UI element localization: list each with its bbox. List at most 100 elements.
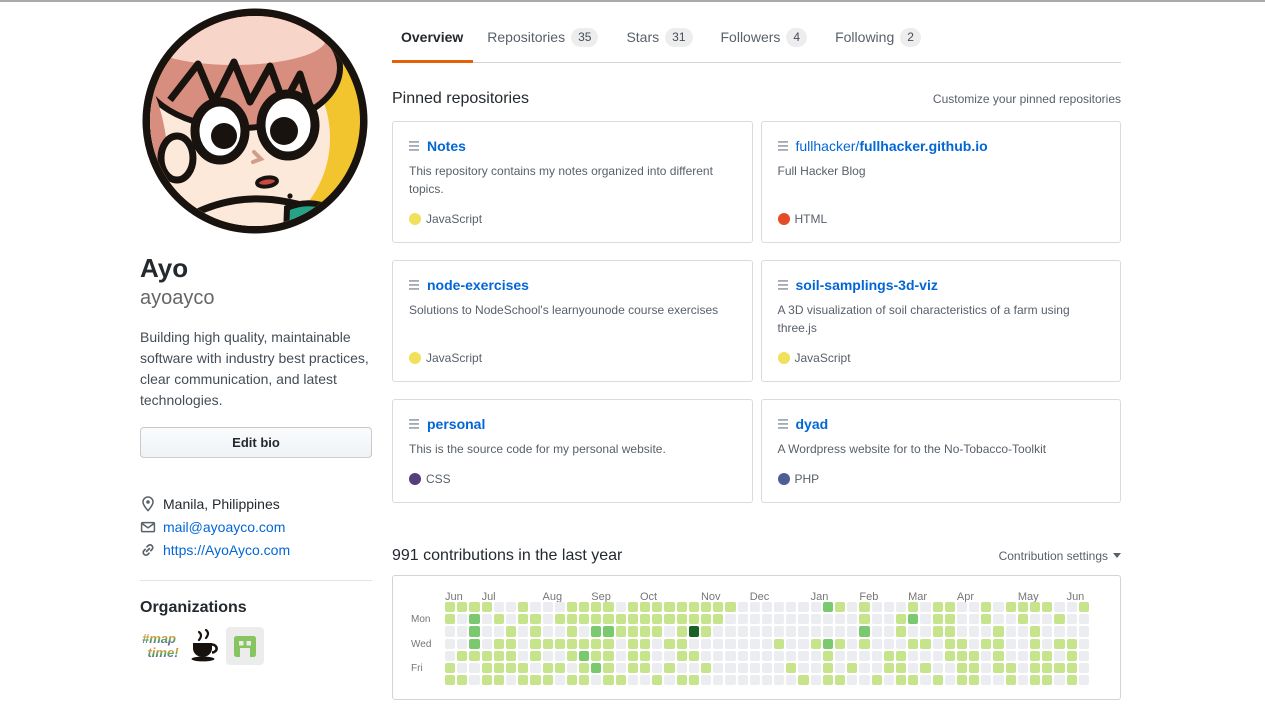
contribution-cell xyxy=(579,650,590,661)
contributions-header: 991 contributions in the last year Contr… xyxy=(392,547,1121,565)
contribution-graph-box: Jun Jul Aug Sep Oct Nov Dec Jan Feb Mar Apr May Jun M… xyxy=(392,574,1121,701)
email-link[interactable]: mail@ayoayco.com xyxy=(163,518,286,535)
contribution-cell xyxy=(591,614,602,625)
contribution-cell xyxy=(920,675,931,686)
contribution-cell xyxy=(579,626,590,637)
contribution-cell xyxy=(1054,601,1065,613)
contribution-cell xyxy=(786,626,797,637)
contribution-cell xyxy=(530,601,541,613)
org-avatar-coffee[interactable] xyxy=(186,628,222,664)
contribution-cell xyxy=(1042,614,1053,625)
contribution-cell xyxy=(908,662,919,674)
month-label: Jul xyxy=(481,590,496,603)
repo-name-link[interactable]: personal xyxy=(427,416,485,432)
contribution-cell xyxy=(822,601,833,613)
day-label xyxy=(409,602,443,612)
contribution-cell xyxy=(1017,626,1028,637)
repo-owner-prefix: fullhacker/ xyxy=(795,137,860,154)
contribution-cell xyxy=(688,675,699,686)
contribution-cell xyxy=(603,638,614,649)
contribution-cell xyxy=(981,650,992,661)
contribution-cell xyxy=(737,638,748,649)
contribution-cell xyxy=(469,662,480,674)
contribution-cell xyxy=(700,614,712,625)
contribution-cell xyxy=(505,601,517,613)
contribution-cell xyxy=(713,614,724,625)
repo-name-link[interactable]: node-exercises xyxy=(427,277,529,293)
contribution-cell xyxy=(725,662,736,674)
contribution-cell xyxy=(871,650,882,661)
contribution-cell xyxy=(640,662,651,674)
contribution-cell xyxy=(603,675,614,686)
contribution-cell xyxy=(1066,662,1077,674)
profile-tab-stars[interactable]: Stars 31 xyxy=(612,16,706,63)
contribution-cell xyxy=(566,626,578,637)
contribution-cell xyxy=(640,675,651,686)
contribution-cell xyxy=(944,675,955,686)
profile-tab-following[interactable]: Following 2 xyxy=(821,16,935,63)
contribution-cell xyxy=(640,614,651,625)
contribution-cell xyxy=(725,614,736,625)
repo-name-link[interactable]: Notes xyxy=(427,138,466,154)
grabber-icon[interactable] xyxy=(409,278,419,292)
contribution-cell xyxy=(761,675,773,686)
contribution-cell xyxy=(932,650,943,661)
website-link[interactable]: https://AyoAyco.com xyxy=(163,541,291,558)
contribution-cell xyxy=(969,662,980,674)
contribution-cell xyxy=(688,614,699,625)
repo-name-link[interactable]: dyad xyxy=(796,416,829,432)
profile-tab-repositories[interactable]: Repositories 35 xyxy=(473,16,612,63)
contribution-cell xyxy=(895,638,907,649)
contribution-cell xyxy=(1066,626,1077,637)
contribution-cell xyxy=(883,638,894,649)
contribution-cell xyxy=(822,638,833,649)
contribution-cell xyxy=(944,626,955,637)
contribution-cell xyxy=(810,601,821,613)
org-avatar-maptime[interactable]: #map time! xyxy=(140,629,182,663)
pinned-header: Pinned repositories Customize your pinne… xyxy=(392,90,1121,108)
pinned-repos: Notes This repository contains my notes … xyxy=(392,120,1121,503)
customize-pinned-link[interactable]: Customize your pinned repositories xyxy=(932,91,1121,106)
contribution-settings-dropdown[interactable]: Contribution settings xyxy=(999,549,1121,563)
contribution-cell xyxy=(835,626,846,637)
contribution-cell xyxy=(883,662,894,674)
profile-tab-overview[interactable]: Overview xyxy=(392,16,474,63)
grabber-icon[interactable] xyxy=(777,139,788,153)
profile-names: Ayo ayoayco xyxy=(140,252,372,311)
edit-bio-button[interactable]: Edit bio xyxy=(140,426,372,458)
contribution-cell xyxy=(627,626,638,637)
org-avatar-green[interactable] xyxy=(226,626,264,665)
grabber-icon[interactable] xyxy=(777,417,788,431)
contribution-cell xyxy=(457,626,468,637)
contribution-cell xyxy=(664,662,675,674)
contribution-cell xyxy=(774,675,785,686)
grabber-icon[interactable] xyxy=(409,139,419,153)
contribution-cell xyxy=(981,638,992,649)
contribution-cell xyxy=(713,675,724,686)
contribution-cell xyxy=(1054,626,1065,637)
language-name: JavaScript xyxy=(426,350,483,365)
language-dot xyxy=(409,212,421,225)
language-dot xyxy=(777,212,790,225)
contribution-cell xyxy=(1042,675,1053,686)
profile-tabs: Overview Repositories 35 Stars 31 Follow… xyxy=(392,6,1121,63)
contribution-cell xyxy=(652,638,663,649)
avatar[interactable] xyxy=(140,6,370,236)
contribution-cell xyxy=(993,626,1004,637)
contribution-cell xyxy=(908,638,919,649)
contribution-cell xyxy=(481,650,492,661)
pinned-repo-card: node-exercises Solutions to NodeSchool's… xyxy=(392,259,753,382)
contribution-cell xyxy=(895,662,907,674)
contribution-cell xyxy=(1078,675,1089,686)
repo-name-link[interactable]: soil-samplings-3d-viz xyxy=(796,277,938,293)
contribution-cell xyxy=(603,650,614,661)
repo-name-link[interactable]: fullhacker/fullhacker.github.io xyxy=(796,138,988,154)
contribution-cell xyxy=(713,650,724,661)
grabber-icon[interactable] xyxy=(409,417,419,431)
contribution-cell xyxy=(1066,614,1077,625)
contribution-cell xyxy=(493,638,504,649)
contribution-cell xyxy=(810,614,821,625)
profile-tab-followers[interactable]: Followers 4 xyxy=(707,16,822,63)
mail-icon xyxy=(140,521,156,532)
grabber-icon[interactable] xyxy=(777,278,788,292)
